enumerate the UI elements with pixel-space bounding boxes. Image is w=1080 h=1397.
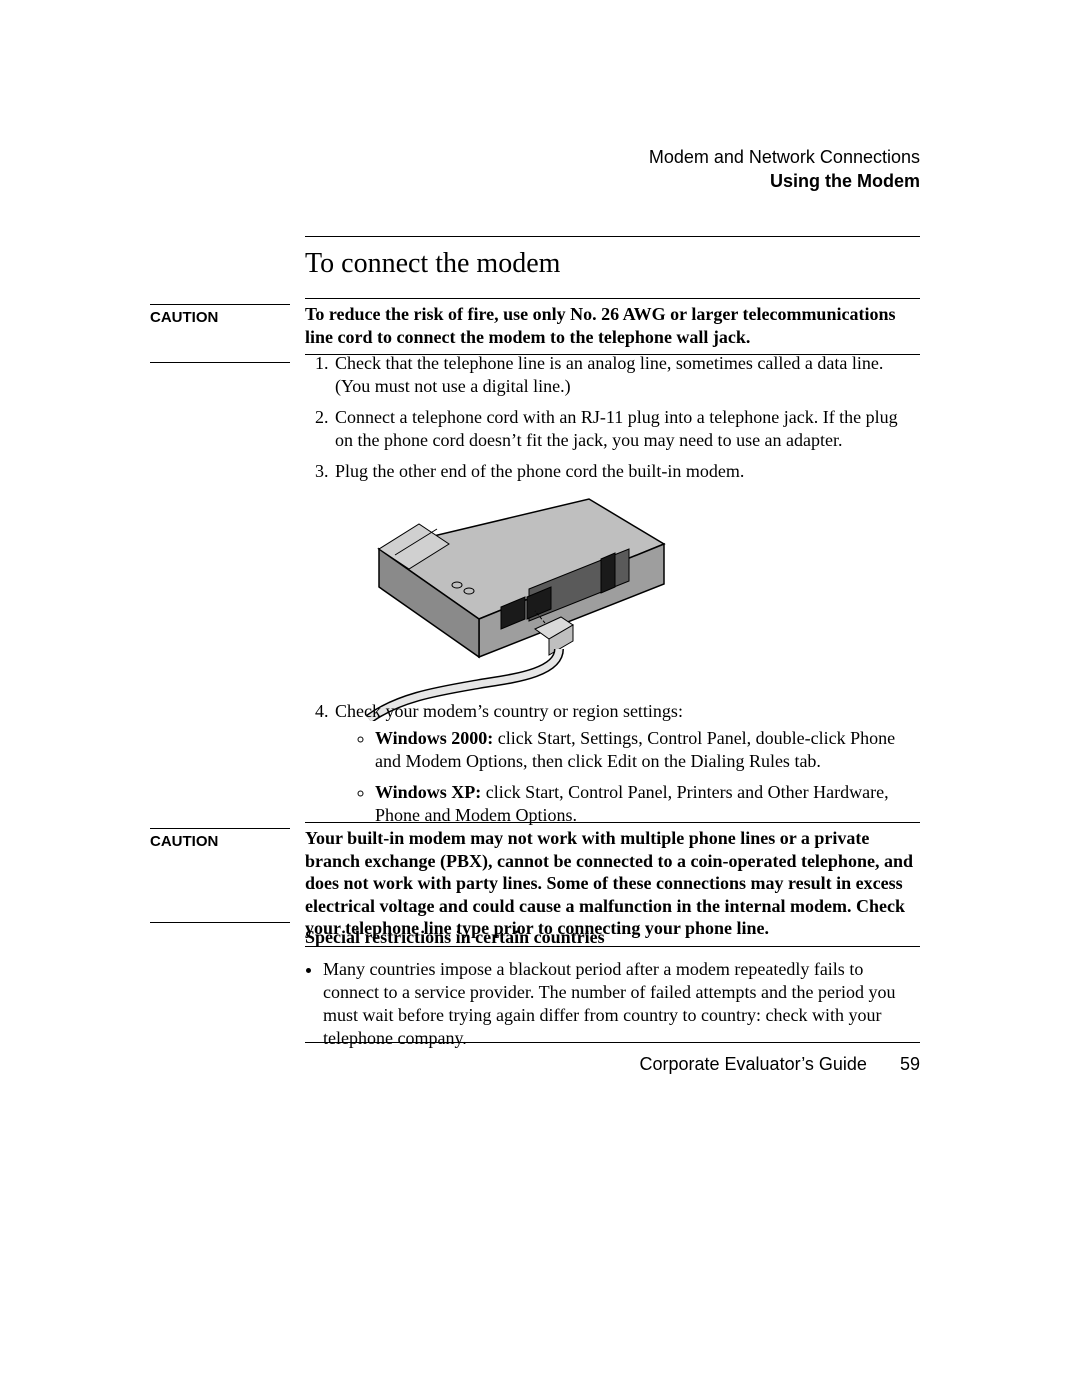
subheading: Special restrictions in certain countrie… xyxy=(305,926,920,949)
divider xyxy=(305,1042,920,1043)
step-text: Connect a telephone cord with an RJ-11 p… xyxy=(335,407,898,450)
restriction-item: Many countries impose a blackout period … xyxy=(323,958,920,1050)
os-bullet: Windows 2000: click Start, Settings, Con… xyxy=(375,727,920,773)
modem-port-illustration xyxy=(359,489,669,721)
step-4-block: Check your modem’s country or region set… xyxy=(305,700,920,835)
step-text: Check that the telephone line is an anal… xyxy=(335,353,883,396)
footer-guide: Corporate Evaluator’s Guide xyxy=(639,1054,866,1074)
caution-label: CAUTION xyxy=(150,304,290,363)
step-item: Plug the other end of the phone cord the… xyxy=(333,460,920,721)
page-footer: Corporate Evaluator’s Guide 59 xyxy=(639,1054,920,1075)
caution-text: To reduce the risk of fire, use only No.… xyxy=(305,298,920,355)
page-number: 59 xyxy=(900,1054,920,1074)
os-bullet-list: Windows 2000: click Start, Settings, Con… xyxy=(357,727,920,827)
page-header: Modem and Network Connections Using the … xyxy=(649,145,920,194)
header-section: Using the Modem xyxy=(649,169,920,193)
caution-label: CAUTION xyxy=(150,828,290,923)
step-item: Check your modem’s country or region set… xyxy=(333,700,920,827)
step-item: Check that the telephone line is an anal… xyxy=(333,352,920,398)
step-text: Check your modem’s country or region set… xyxy=(335,701,683,721)
step-text: Plug the other end of the phone cord the… xyxy=(335,461,744,481)
os-label: Windows 2000: xyxy=(375,728,493,748)
manual-page: Modem and Network Connections Using the … xyxy=(0,0,1080,1397)
steps-list: Check that the telephone line is an anal… xyxy=(305,352,920,731)
caution-block: CAUTION To reduce the risk of fire, use … xyxy=(150,298,920,355)
section-title: To connect the modem xyxy=(305,248,560,280)
os-bullet: Windows XP: click Start, Control Panel, … xyxy=(375,781,920,827)
restriction-text: Many countries impose a blackout period … xyxy=(323,959,895,1048)
divider xyxy=(305,236,920,237)
header-chapter: Modem and Network Connections xyxy=(649,145,920,169)
os-label: Windows XP: xyxy=(375,782,481,802)
step-item: Connect a telephone cord with an RJ-11 p… xyxy=(333,406,920,452)
